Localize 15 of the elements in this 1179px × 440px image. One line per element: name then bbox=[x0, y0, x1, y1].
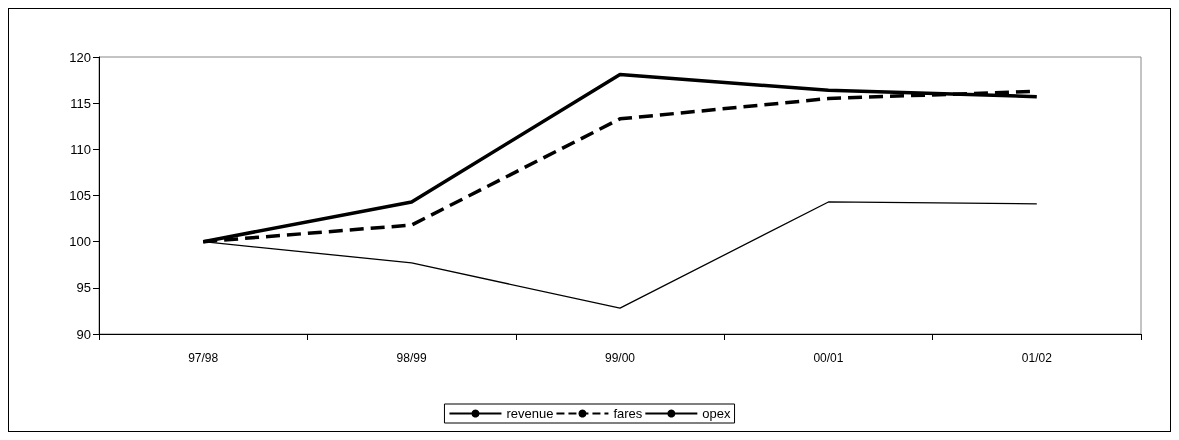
x-tick-label: 01/02 bbox=[1021, 351, 1053, 365]
y-tick-label: 115 bbox=[70, 95, 91, 111]
x-tick-label: 00/01 bbox=[813, 351, 844, 365]
legend-label: fares bbox=[613, 406, 643, 421]
y-tick-label: 100 bbox=[69, 234, 91, 250]
y-tick-label: 105 bbox=[69, 188, 91, 203]
x-tick-label: 97/98 bbox=[188, 351, 219, 365]
y-tick-label: 110 bbox=[70, 141, 91, 157]
y-tick-label: 90 bbox=[76, 326, 91, 342]
x-tick-label: 99/00 bbox=[604, 351, 636, 365]
x-tick-label: 98/99 bbox=[396, 351, 427, 365]
y-tick-label: 120 bbox=[69, 49, 91, 65]
legend-label: opex bbox=[702, 406, 732, 421]
legend-label: revenue bbox=[506, 406, 554, 421]
y-tick-label: 95 bbox=[76, 280, 91, 296]
